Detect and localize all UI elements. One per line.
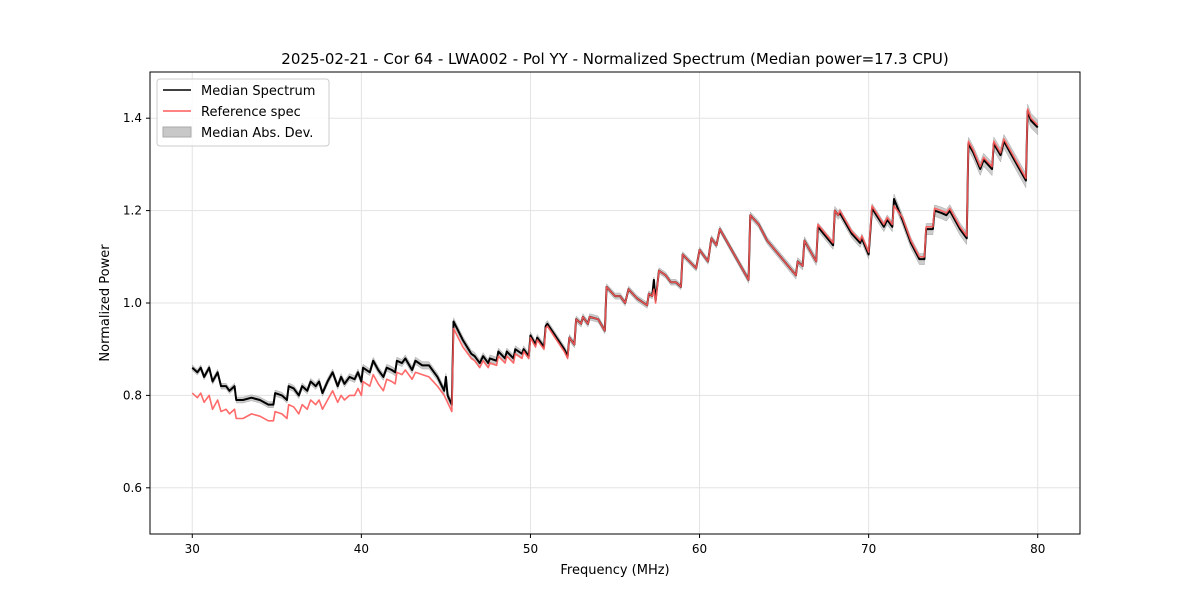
y-tick-label: 1.4 bbox=[123, 111, 142, 125]
x-tick-label: 70 bbox=[861, 542, 876, 556]
legend-mad-label: Median Abs. Dev. bbox=[201, 126, 313, 141]
y-tick-label: 0.6 bbox=[123, 481, 142, 495]
mad-band bbox=[192, 103, 1038, 409]
y-axis-label: Normalized Power bbox=[98, 244, 113, 362]
median-spectrum-line bbox=[191, 110, 1039, 406]
y-tick-label: 0.8 bbox=[123, 388, 142, 402]
x-tick-label: 50 bbox=[523, 542, 538, 556]
legend-box bbox=[156, 78, 330, 147]
x-tick-label: 40 bbox=[354, 542, 369, 556]
x-tick-label: 60 bbox=[692, 542, 707, 556]
legend-mad-patch bbox=[162, 126, 192, 138]
y-axis: 0.6 0.8 1.0 1.2 1.4 bbox=[123, 111, 150, 495]
x-tick-label: 80 bbox=[1030, 542, 1045, 556]
legend: Median Spectrum Reference spec Median Ab… bbox=[156, 78, 330, 147]
x-axis-label: Frequency (MHz) bbox=[560, 563, 669, 578]
legend-median-label: Median Spectrum bbox=[201, 84, 315, 99]
x-axis: 30 40 50 60 70 80 bbox=[185, 534, 1045, 556]
reference-spectrum-line bbox=[191, 108, 1039, 422]
y-tick-label: 1.0 bbox=[123, 296, 142, 310]
legend-reference-label: Reference spec bbox=[201, 105, 301, 120]
chart-title: 2025-02-21 - Cor 64 - LWA002 - Pol YY - … bbox=[281, 50, 948, 68]
x-tick-label: 30 bbox=[185, 542, 200, 556]
plot-area bbox=[191, 103, 1039, 422]
y-tick-label: 1.2 bbox=[123, 204, 142, 218]
